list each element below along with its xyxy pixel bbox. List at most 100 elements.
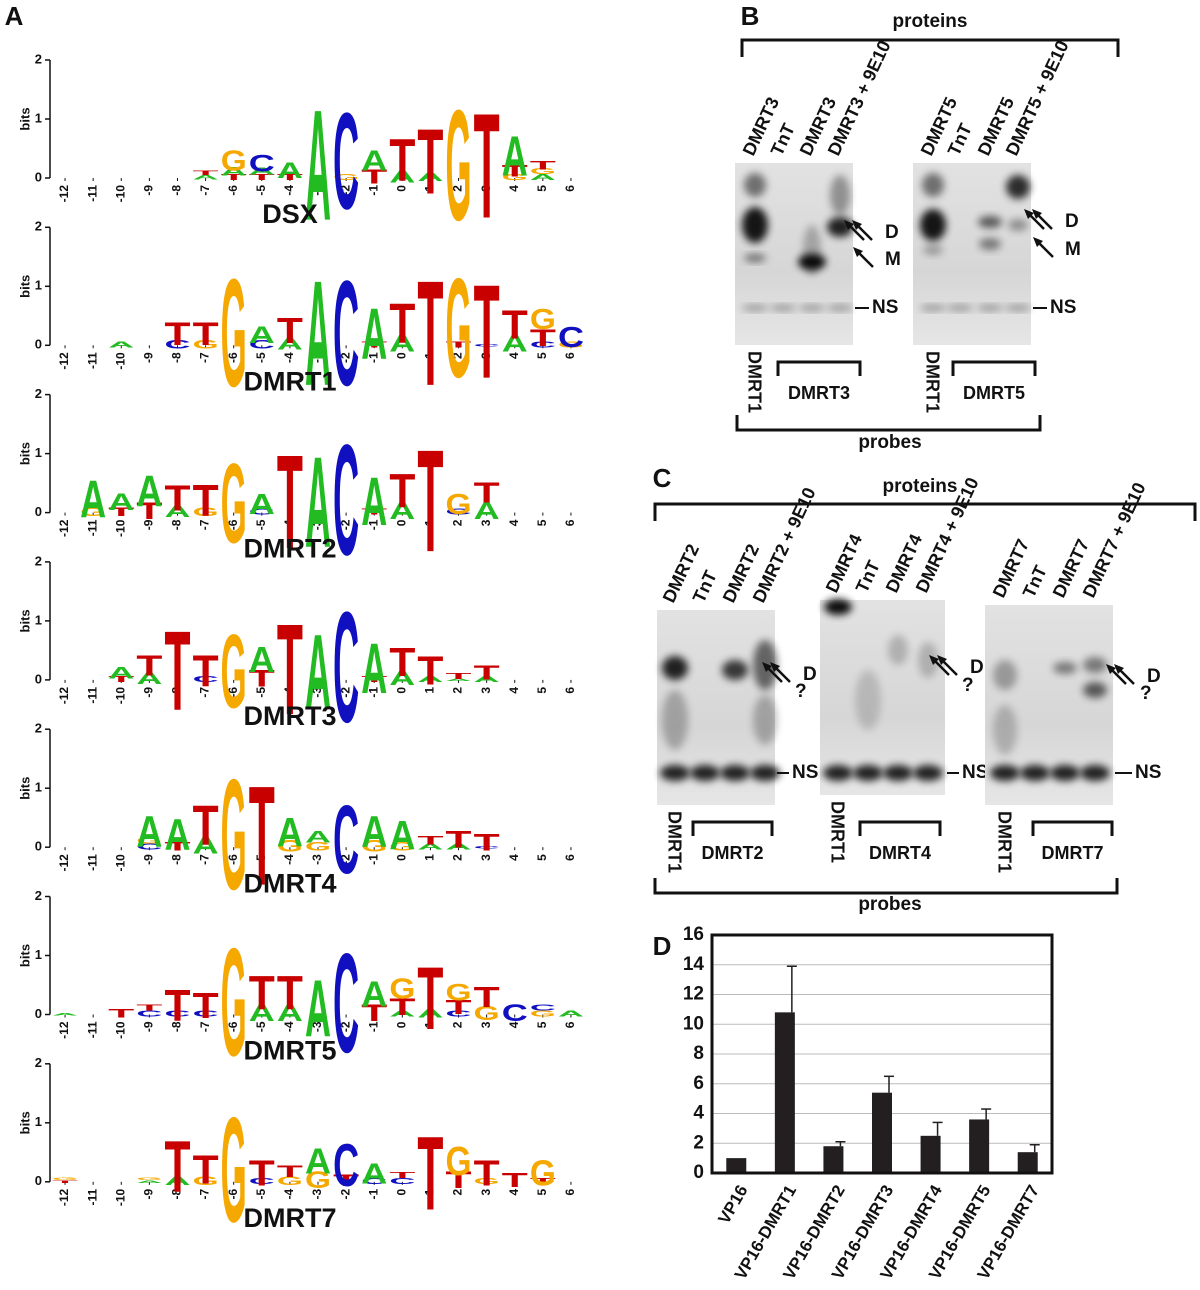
x-tick-label: -3	[310, 1021, 324, 1032]
logo-letter: T	[193, 794, 219, 857]
logo-letter: T	[530, 159, 556, 173]
x-tick-label: 5	[535, 854, 549, 861]
logo-letter: A	[108, 488, 134, 516]
logo-letter: T	[221, 173, 247, 182]
y-tick-label: 6	[693, 1073, 704, 1094]
logo-letter: G	[530, 167, 556, 176]
logo-letter: G	[221, 439, 247, 567]
logo-letter: T	[52, 1179, 79, 1183]
logo-letter: A	[277, 810, 303, 855]
logo-letter: T	[277, 1163, 303, 1181]
gel-band	[1020, 765, 1050, 781]
logo-letter: G	[446, 249, 472, 407]
logo-letter: T	[502, 162, 528, 180]
bar	[1017, 1152, 1038, 1173]
logo-letter: G	[221, 1086, 247, 1253]
x-tick-label: -6	[226, 1188, 240, 1199]
gel-band	[855, 670, 881, 730]
x-tick-label: -7	[198, 185, 212, 196]
y-tick-label: 1	[35, 445, 42, 460]
logo-letter: C	[193, 1009, 219, 1018]
lane-label: TnT	[689, 567, 721, 605]
gel-band	[753, 695, 777, 745]
gel-band	[1006, 175, 1030, 199]
logo-letter: T	[502, 301, 528, 347]
logo-letter: A	[249, 321, 275, 349]
x-tick-label: -9	[142, 352, 156, 363]
logo-letter: T	[446, 340, 472, 349]
lane-label: DMRT3 + 9E10	[824, 37, 895, 158]
logo-letter: A	[361, 806, 387, 857]
logo-letter: G	[446, 1138, 472, 1184]
logo-letter: T	[474, 1153, 500, 1193]
x-tick-label: -7	[198, 519, 212, 530]
probe-label: DMRT1	[744, 351, 764, 413]
logo-letter: A	[305, 613, 331, 731]
x-tick-label: 1	[423, 854, 437, 861]
gel	[820, 600, 945, 795]
logo-letter: G	[333, 173, 359, 182]
bracket	[776, 360, 862, 376]
probe-label: DMRT5	[963, 383, 1025, 403]
y-tick-label: 10	[683, 1013, 704, 1034]
proteins-label: proteins	[893, 11, 968, 32]
logo-letter: A	[277, 159, 303, 183]
bracket	[653, 878, 1119, 895]
x-tick-label: -5	[254, 687, 268, 698]
y-tick-label: 1	[35, 1114, 42, 1129]
gel-band	[827, 305, 853, 311]
x-tick-label: 0	[394, 185, 408, 192]
logo-letter: T	[164, 609, 190, 735]
probe-label: DMRT3	[788, 383, 850, 403]
gel-band	[888, 635, 908, 665]
band-label: ?	[1140, 683, 1152, 704]
logo-letter: T	[193, 477, 219, 526]
gel-band	[830, 175, 850, 215]
logo-letter: A	[249, 166, 275, 177]
x-tick-label: -6	[226, 519, 240, 530]
x-tick-label: 0	[394, 352, 408, 359]
logo-letter: A	[389, 813, 415, 858]
x-tick-label: 3	[479, 352, 493, 359]
x-tick-label: -5	[254, 1188, 268, 1199]
y-axis-label: bits	[17, 275, 32, 298]
logo-letter: A	[108, 664, 134, 682]
x-tick-label: -4	[282, 1188, 296, 1199]
logo-letter: T	[108, 675, 134, 684]
gel-band	[690, 765, 720, 781]
logo-letter: A	[389, 668, 415, 690]
logo-letter: A	[108, 340, 134, 349]
logo-letter: T	[417, 250, 443, 417]
logo-name: DMRT3	[244, 701, 337, 731]
gel-band	[662, 656, 688, 680]
x-tick-label: 4	[507, 185, 521, 192]
gel-band	[720, 765, 750, 781]
gel-band	[978, 216, 1002, 228]
panel-label: A	[5, 1, 24, 31]
panel-label: B	[741, 1, 760, 31]
logo-letter: G	[221, 145, 247, 177]
x-tick-label: 4	[507, 854, 521, 861]
gel-band	[1080, 765, 1110, 781]
gel-band	[1053, 662, 1077, 674]
logo-letter: A	[305, 1141, 331, 1182]
x-tick-label: -9	[142, 1021, 156, 1032]
arrow-head	[844, 220, 854, 230]
probe-label: DMRT2	[702, 843, 764, 863]
logo-letter: G	[221, 916, 247, 1089]
logo-letter: T	[136, 650, 162, 682]
x-tick-label: -10	[113, 1188, 127, 1206]
x-tick-label: -2	[338, 854, 352, 865]
x-tick-label: -5	[254, 519, 268, 530]
y-tick-label: 0	[35, 839, 42, 854]
logo-letter: A	[136, 670, 162, 688]
x-tick-label: -9	[142, 1188, 156, 1199]
x-tick-label: 3	[479, 1021, 493, 1028]
probe-label: DMRT4	[869, 843, 931, 863]
probe-label: DMRT1	[922, 351, 942, 413]
x-tick-label: 3	[479, 519, 493, 526]
x-tick-label: 2	[451, 352, 465, 359]
logo-letter: G	[193, 338, 219, 352]
x-tick-label: -1	[366, 519, 380, 530]
